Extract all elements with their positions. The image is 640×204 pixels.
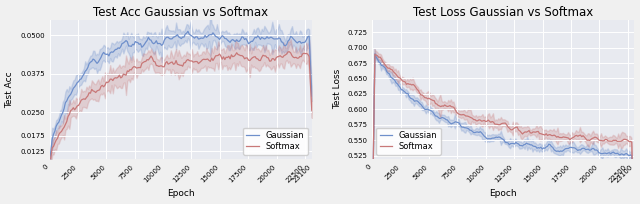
Legend: Gaussian, Softmax: Gaussian, Softmax: [243, 128, 308, 155]
Gaussian: [296, 40, 304, 43]
Gaussian: [56, 117, 64, 120]
Gaussian: [609, 151, 617, 153]
Softmax: [619, 139, 627, 142]
Legend: Gaussian, Softmax: Gaussian, Softmax: [376, 128, 441, 155]
Softmax: [371, 53, 379, 55]
Softmax: [308, 109, 316, 111]
X-axis label: Epoch: Epoch: [490, 190, 517, 198]
Softmax: [56, 131, 64, 134]
Gaussian: [184, 30, 192, 33]
Gaussian: [61, 101, 69, 104]
Title: Test Acc Gaussian vs Softmax: Test Acc Gaussian vs Softmax: [93, 6, 268, 19]
Softmax: [45, 165, 53, 167]
Gaussian: [308, 95, 316, 97]
Softmax: [419, 94, 426, 96]
Line: Gaussian: Gaussian: [49, 31, 312, 162]
Line: Gaussian: Gaussian: [372, 54, 634, 204]
Y-axis label: Test Acc: Test Acc: [6, 71, 15, 108]
Y-axis label: Test Loss: Test Loss: [333, 69, 342, 109]
Softmax: [440, 105, 447, 108]
Line: Softmax: Softmax: [49, 52, 312, 166]
Softmax: [380, 62, 388, 65]
Gaussian: [45, 161, 53, 163]
Gaussian: [95, 61, 102, 63]
Softmax: [285, 51, 293, 53]
Softmax: [287, 52, 294, 54]
Gaussian: [380, 66, 388, 68]
Softmax: [609, 139, 617, 142]
Title: Test Loss Gaussian vs Softmax: Test Loss Gaussian vs Softmax: [413, 6, 593, 19]
Gaussian: [287, 35, 294, 38]
Gaussian: [385, 73, 393, 75]
Softmax: [385, 67, 393, 69]
Softmax: [296, 55, 304, 58]
Softmax: [61, 123, 69, 125]
Softmax: [95, 89, 102, 92]
Gaussian: [440, 117, 447, 119]
Line: Softmax: Softmax: [372, 54, 634, 204]
Gaussian: [371, 53, 379, 55]
Softmax: [116, 74, 124, 76]
Gaussian: [116, 47, 124, 50]
X-axis label: Epoch: Epoch: [167, 190, 195, 198]
Gaussian: [619, 153, 627, 155]
Gaussian: [419, 105, 426, 108]
